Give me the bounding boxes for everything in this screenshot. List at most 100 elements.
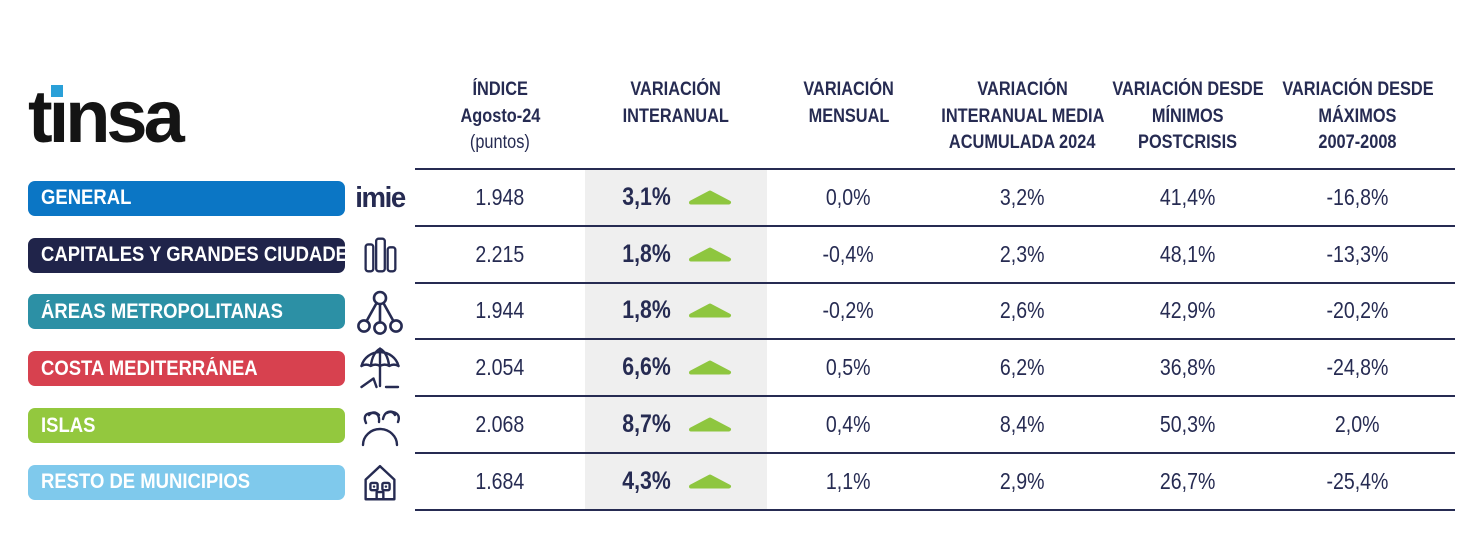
header-line: (puntos) xyxy=(470,132,530,154)
indice-value: 2.054 xyxy=(475,354,525,381)
network-icon-cell xyxy=(345,284,415,341)
trend-up-arrow-icon xyxy=(689,190,732,205)
cell-desde-maximos: -13,3% xyxy=(1260,227,1455,284)
interanual-value: 1,8% xyxy=(621,239,671,268)
cell-variacion-mensual: 0,0% xyxy=(767,170,930,227)
media-value: 2,3% xyxy=(1000,240,1045,267)
cell-indice: 2.068 xyxy=(415,397,585,454)
cell-desde-minimos: 26,7% xyxy=(1115,454,1260,511)
header-line: POSTCRISIS xyxy=(1138,132,1237,154)
imie-logo: imie xyxy=(355,181,406,214)
cell-desde-minimos: 36,8% xyxy=(1115,340,1260,398)
mensual-value: 1,1% xyxy=(826,467,871,494)
tinsa-logo-rest: nsa xyxy=(65,75,184,158)
column-header-variacion-mensual: VARIACIÓN MENSUAL xyxy=(767,60,930,170)
maximos-value: -16,8% xyxy=(1326,183,1389,210)
network-icon xyxy=(357,290,403,335)
maximos-value: -20,2% xyxy=(1326,297,1389,324)
media-value: 2,9% xyxy=(1000,467,1045,494)
tinsa-logo-t: t xyxy=(28,75,53,158)
row-label-pill: COSTA MEDITERRÁNEA xyxy=(28,351,345,387)
indice-value: 1.944 xyxy=(475,297,525,324)
column-header-desde-maximos: VARIACIÓN DESDE MÁXIMOS 2007-2008 xyxy=(1260,60,1455,170)
header-line: VARIACIÓN xyxy=(803,79,894,100)
indice-value: 1.684 xyxy=(475,467,525,494)
header-line: MÁXIMOS xyxy=(1318,105,1397,127)
minimos-value: 48,1% xyxy=(1159,240,1216,267)
column-header-indice: ÍNDICE Agosto-24 (puntos) xyxy=(415,60,585,170)
tinsa-logo: tı nsa xyxy=(28,80,185,154)
header-line: Agosto-24 xyxy=(460,105,540,127)
column-header-variacion-interanual: VARIACIÓN INTERANUAL xyxy=(585,60,767,170)
tinsa-logo-i-stem: ı xyxy=(48,75,69,158)
cell-variacion-mensual: -0,2% xyxy=(767,284,930,341)
cell-desde-maximos: -16,8% xyxy=(1260,170,1455,227)
cell-variacion-mensual: 0,4% xyxy=(767,397,930,454)
cell-variacion-interanual: 6,6% xyxy=(585,340,767,398)
row-label-text: RESTO DE MUNICIPIOS xyxy=(41,470,251,494)
cell-indice: 1.684 xyxy=(415,454,585,511)
maximos-value: -13,3% xyxy=(1326,240,1389,267)
island-palms-icon xyxy=(361,410,401,446)
cell-desde-minimos: 50,3% xyxy=(1115,397,1260,454)
cell-variacion-interanual: 4,3% xyxy=(585,453,767,511)
cell-desde-minimos: 42,9% xyxy=(1115,284,1260,341)
indice-value: 2.068 xyxy=(475,411,525,438)
cell-variacion-media-acumulada: 8,4% xyxy=(930,397,1115,454)
cell-indice: 2.054 xyxy=(415,340,585,398)
interanual-value: 8,7% xyxy=(621,410,671,439)
row-label-pill: ISLAS xyxy=(28,408,345,444)
mensual-value: 0,0% xyxy=(826,183,871,210)
header-line: VARIACIÓN xyxy=(977,79,1068,100)
header-line: VARIACIÓN xyxy=(630,79,722,100)
cell-variacion-interanual: 3,1% xyxy=(585,170,767,227)
logo-area: tı nsa xyxy=(28,60,415,170)
trend-up-arrow-icon xyxy=(689,474,732,489)
row-label-text: COSTA MEDITERRÁNEA xyxy=(41,356,258,380)
row-label-pill: CAPITALES Y GRANDES CIUDADES xyxy=(28,237,360,273)
row-label-pill: GENERAL xyxy=(28,180,345,216)
cell-variacion-mensual: 0,5% xyxy=(767,340,930,398)
minimos-value: 36,8% xyxy=(1159,354,1216,381)
cell-variacion-interanual: 1,8% xyxy=(585,226,767,284)
minimos-value: 41,4% xyxy=(1159,183,1216,210)
media-value: 3,2% xyxy=(1000,183,1045,210)
cell-variacion-interanual: 1,8% xyxy=(585,283,767,341)
minimos-value: 26,7% xyxy=(1159,467,1216,494)
beach-umbrella-icon-cell xyxy=(345,340,415,397)
maximos-value: -24,8% xyxy=(1326,354,1389,381)
tinsa-logo-i: ı xyxy=(49,80,69,154)
beach-umbrella-icon xyxy=(360,347,400,388)
mensual-value: -0,4% xyxy=(822,240,875,267)
minimos-value: 42,9% xyxy=(1159,297,1216,324)
interanual-value: 4,3% xyxy=(621,466,671,495)
island-palms-icon-cell xyxy=(345,397,415,454)
house-icon-cell xyxy=(345,454,415,511)
row-label-text: CAPITALES Y GRANDES CIUDADES xyxy=(41,243,361,267)
cell-variacion-media-acumulada: 2,3% xyxy=(930,227,1115,284)
cell-variacion-media-acumulada: 2,9% xyxy=(930,454,1115,511)
cell-variacion-media-acumulada: 3,2% xyxy=(930,170,1115,227)
maximos-value: 2,0% xyxy=(1335,411,1380,438)
trend-up-arrow-icon xyxy=(689,417,732,432)
header-line: ÍNDICE xyxy=(472,79,528,100)
buildings-icon xyxy=(364,237,397,273)
indice-value: 1.948 xyxy=(475,183,525,210)
minimos-value: 50,3% xyxy=(1159,411,1216,438)
column-header-desde-minimos: VARIACIÓN DESDE MÍNIMOS POSTCRISIS xyxy=(1111,60,1264,170)
trend-up-arrow-icon xyxy=(689,247,732,262)
interanual-value: 6,6% xyxy=(621,353,671,382)
header-line: MENSUAL xyxy=(808,105,889,127)
tinsa-logo-dot-icon xyxy=(50,85,63,97)
mensual-value: -0,2% xyxy=(822,297,875,324)
cell-variacion-interanual: 8,7% xyxy=(585,397,767,454)
cell-desde-maximos: -25,4% xyxy=(1260,454,1455,511)
header-line: VARIACIÓN DESDE xyxy=(1111,79,1264,100)
media-value: 2,6% xyxy=(1000,297,1045,324)
column-header-variacion-media-acumulada: VARIACIÓN INTERANUAL MEDIA ACUMULADA 202… xyxy=(930,60,1115,170)
interanual-value: 1,8% xyxy=(621,296,671,325)
cell-indice: 1.948 xyxy=(415,170,585,227)
cell-indice: 2.215 xyxy=(415,227,585,284)
cell-desde-maximos: 2,0% xyxy=(1260,397,1455,454)
cell-variacion-mensual: -0,4% xyxy=(767,227,930,284)
